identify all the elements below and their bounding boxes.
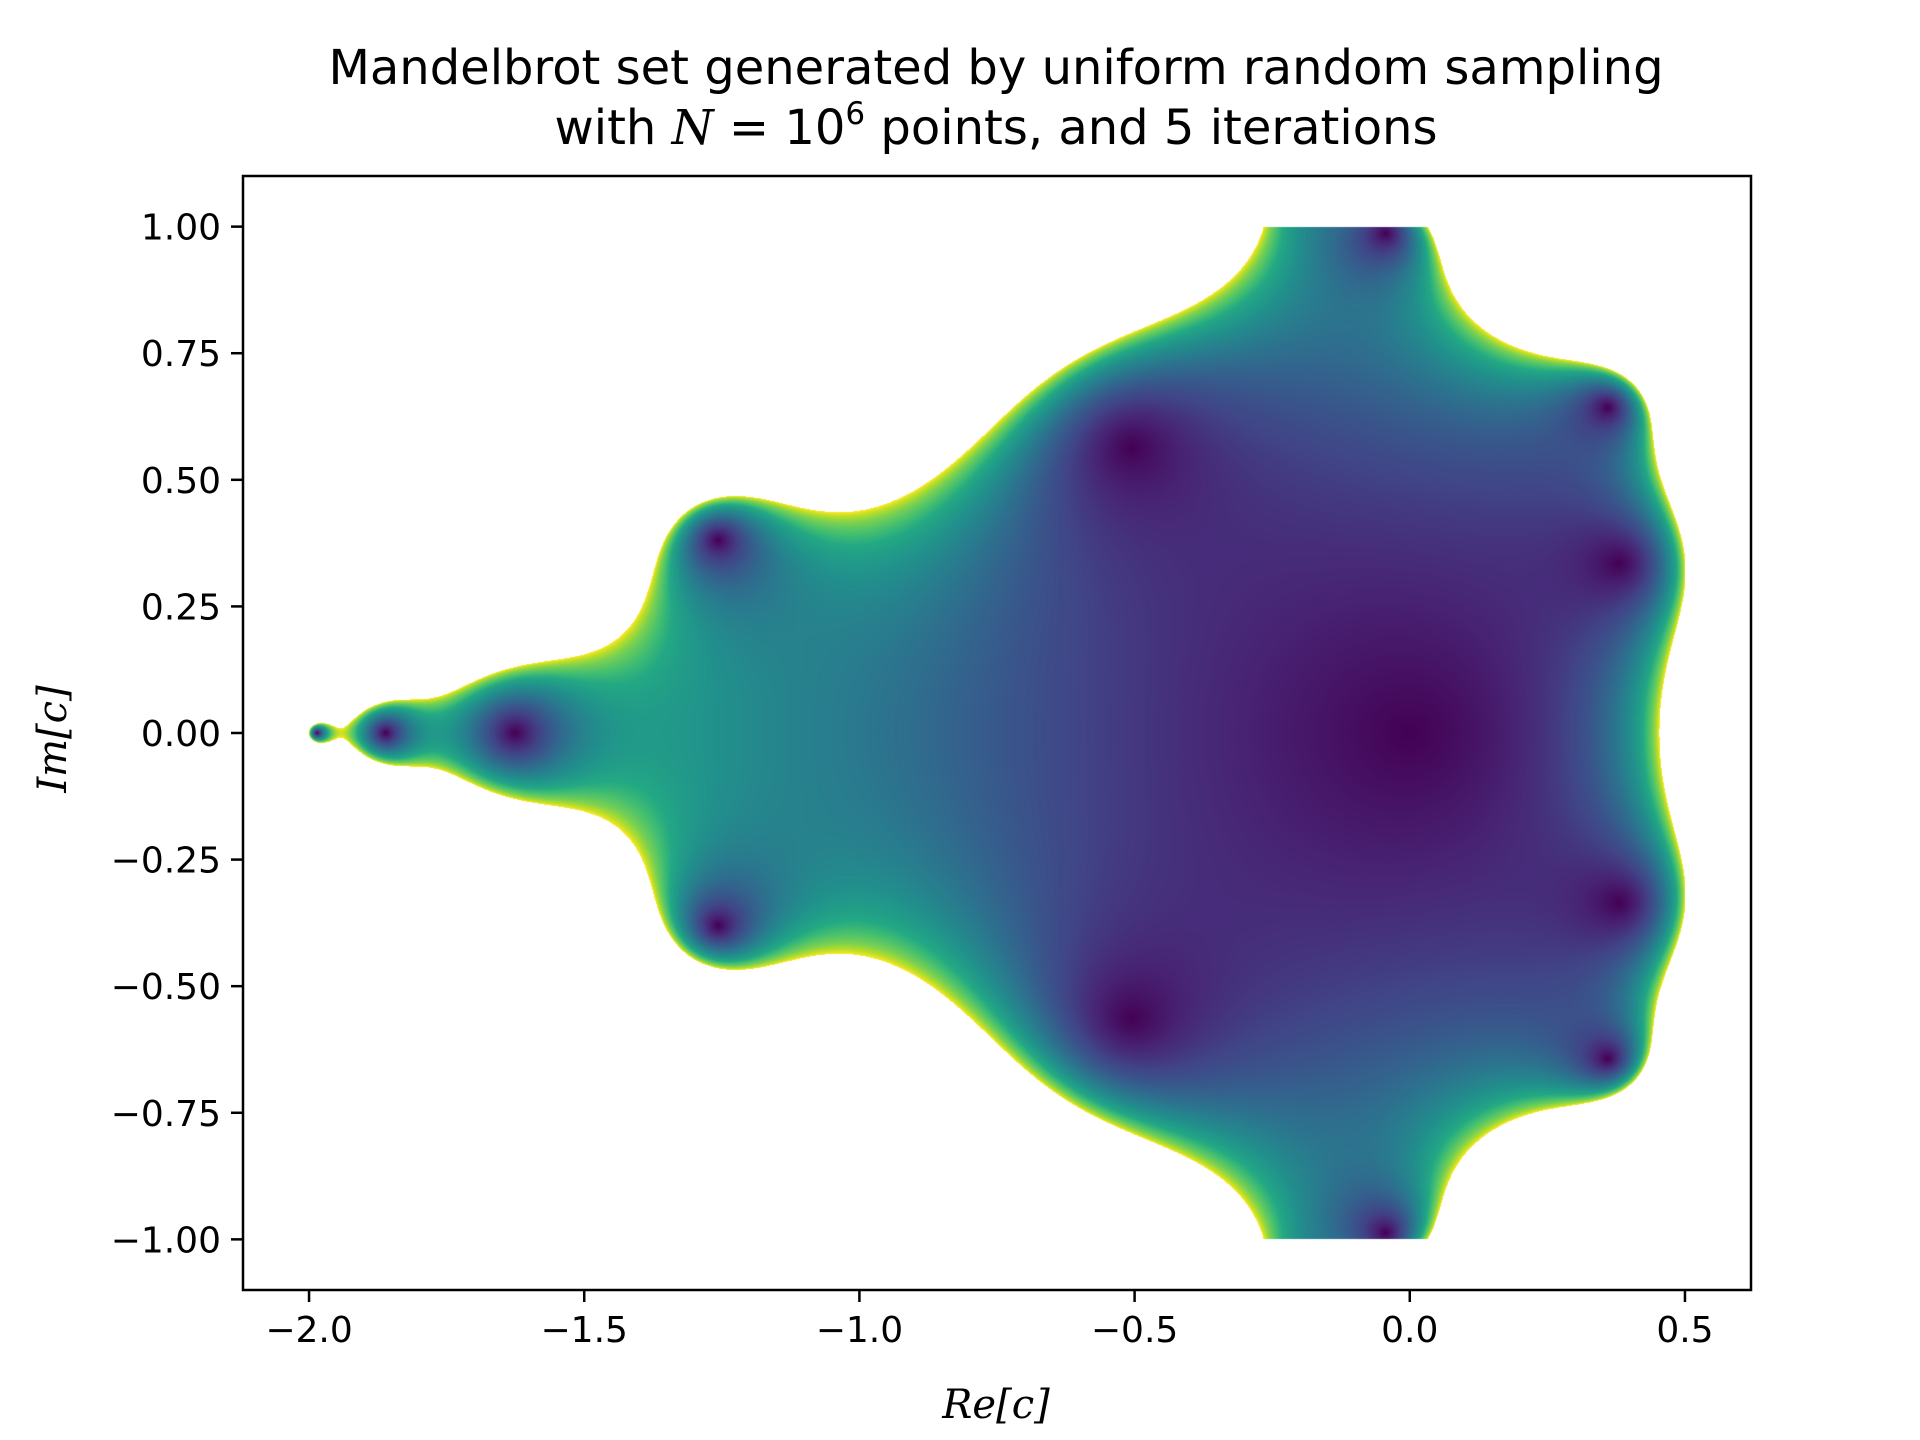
title-text-post: points, and 5 iterations (865, 100, 1438, 156)
title-math-equals: = 10 (713, 100, 846, 156)
x-tick-label: −1.0 (816, 1310, 903, 1351)
x-tick-label: −2.0 (265, 1310, 352, 1351)
x-tick-label: −1.5 (541, 1310, 628, 1351)
title-text-pre: with (554, 100, 672, 156)
axes-frame (241, 174, 1753, 1292)
y-tick-label: −0.75 (111, 1094, 221, 1135)
y-tick-label: 0.50 (141, 461, 221, 502)
y-tick-label: 0.75 (141, 334, 221, 375)
y-tick-label: 0.25 (141, 587, 221, 628)
y-tick-label: −1.00 (111, 1220, 221, 1261)
title-math-exponent: 6 (845, 96, 866, 132)
x-tick-label: 0.0 (1381, 1310, 1438, 1351)
y-tick-label: 1.00 (141, 208, 221, 249)
mandelbrot-scatter-points (243, 176, 1751, 1290)
y-tick-label: −0.25 (111, 841, 221, 882)
y-axis-label: Im[c] (30, 685, 76, 793)
y-tick-label: −0.50 (111, 967, 221, 1008)
x-axis-label: Re[c] (942, 1382, 1050, 1428)
x-axis-ticks: −2.0 −1.5 −1.0 −0.5 0.0 0.5 (265, 1290, 1714, 1351)
title-math-variable: N (671, 100, 714, 156)
y-tick-label: 0.00 (141, 714, 221, 755)
y-axis-ticks: 1.00 0.75 0.50 0.25 0.00 −0.25 −0.50 −0.75 −1.00 (111, 208, 243, 1261)
x-tick-label: 0.5 (1656, 1310, 1713, 1351)
chart-title-line-1: Mandelbrot set generated by uniform rand… (328, 40, 1664, 96)
chart-title-line-2: with N = 106 points, and 5 iterations (240, 99, 1752, 157)
x-tick-label: −0.5 (1091, 1310, 1178, 1351)
